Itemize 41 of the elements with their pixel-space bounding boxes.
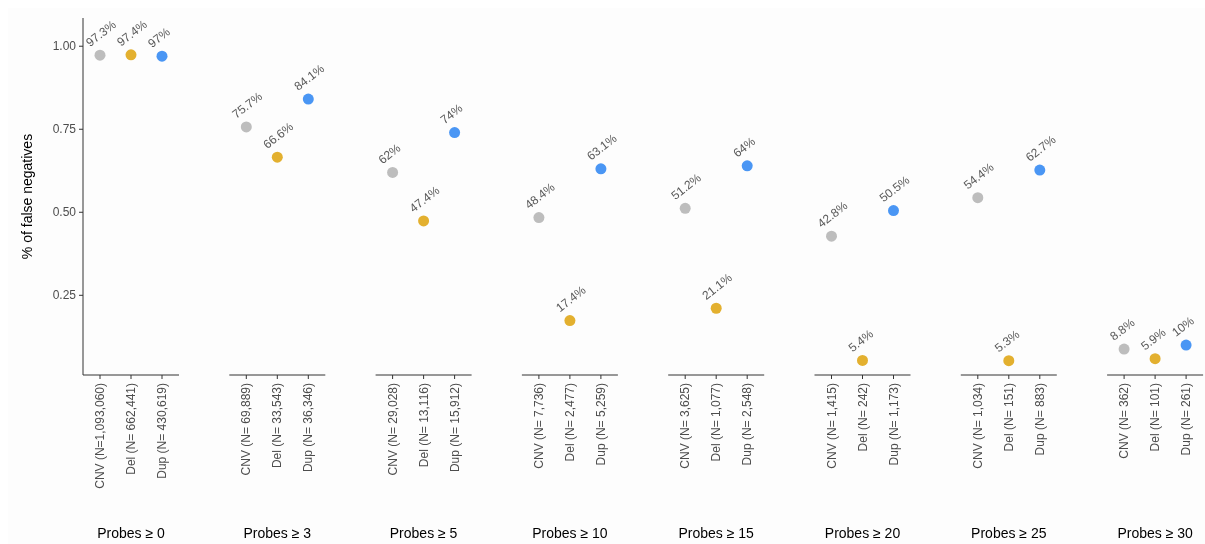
y-tick-label: 0.50 [52,205,77,220]
x-tick-label: Del (N= 13,116) [416,383,431,468]
x-axis-title: Probes ≥ 30 [1117,525,1193,541]
y-axis-title: % of false negatives [19,133,35,260]
x-tick-label: Dup (N= 15,912) [447,383,462,473]
x-tick-label: Dup (N= 2,548) [740,383,755,466]
x-tick-label: Del (N= 151) [1001,383,1016,452]
x-axis-title: Probes ≥ 3 [243,525,312,541]
x-tick-label: Dup (N= 36,346) [301,383,316,473]
x-tick-label: Del (N= 2,477) [562,383,577,462]
x-tick-label: Dup (N= 1,173) [886,383,901,466]
y-tick-label: 0.75 [52,122,77,137]
x-axis-title: Probes ≥ 20 [824,525,901,541]
x-tick-label: CNV (N= 29,028) [385,383,400,476]
x-tick-label: Del (N= 1,077) [709,383,724,462]
x-tick-label: Del (N= 33,543) [270,383,285,469]
y-tick-label: 1.00 [52,39,77,54]
data-label: 64% [730,134,759,161]
x-tick-label: Del (N= 242) [855,383,870,452]
x-tick-label: Del (N= 101) [1148,383,1163,452]
x-tick-label: CNV (N= 69,889) [239,383,254,476]
data-label: 62% [375,140,404,167]
y-tick-label: 0.25 [52,288,77,303]
x-tick-label: CNV (N= 1,415) [824,383,839,469]
x-axis-title: Probes ≥ 5 [389,525,458,541]
x-tick-label: CNV (N= 1,034) [970,383,985,469]
data-label: 10% [1169,313,1198,340]
x-axis-title: Probes ≥ 15 [678,525,755,541]
x-tick-label: CNV (N=1,093,060) [93,383,107,489]
x-tick-label: Dup (N= 5,259) [593,383,608,466]
x-tick-label: CNV (N= 362) [1117,383,1132,459]
x-tick-label: Dup (N= 261) [1179,383,1194,456]
x-tick-label: CNV (N= 3,625) [678,383,693,469]
x-axis-title: Probes ≥ 10 [532,525,608,541]
data-label: 74% [437,100,466,127]
x-tick-label: Dup (N= 430,619) [155,383,169,479]
x-tick-label: Dup (N= 883) [1032,383,1047,456]
x-tick-label: CNV (N= 7,736) [531,383,546,469]
x-tick-label: Del (N= 662,441) [124,383,138,475]
x-axis-title: Probes ≥ 0 [97,525,166,541]
x-axis-title: Probes ≥ 25 [971,525,1047,541]
